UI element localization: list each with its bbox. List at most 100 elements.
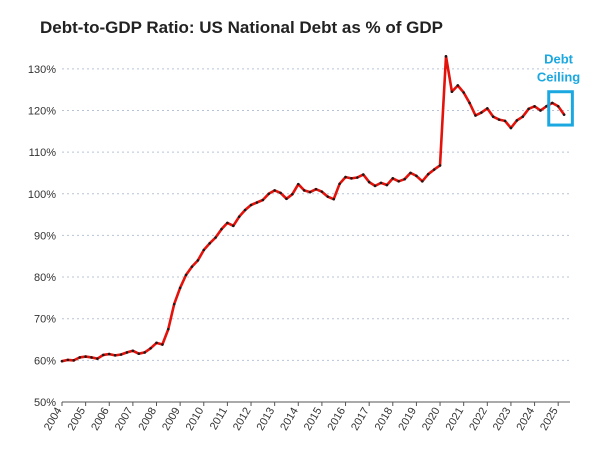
y-tick-label: 80% [34, 272, 56, 284]
data-point [267, 192, 271, 196]
data-point [385, 183, 389, 187]
data-point [350, 177, 353, 180]
data-point [196, 259, 200, 262]
data-point [391, 177, 395, 180]
data-point [373, 184, 377, 188]
y-tick-labels: 50% 60% 70% 80% 90% 100% 110% 120% 130% [28, 64, 56, 409]
chart-title: Debt-to-GDP Ratio: US National Debt as %… [40, 18, 443, 37]
data-point [72, 359, 76, 362]
data-point [90, 356, 93, 359]
data-point [474, 114, 477, 117]
data-point [125, 351, 129, 354]
data-point [308, 190, 312, 194]
debt-ceiling-box [547, 90, 574, 127]
data-point [521, 115, 525, 119]
data-point [279, 191, 282, 195]
data-point [273, 189, 276, 192]
x-tick-label: 2013 [255, 406, 278, 433]
data-point [480, 111, 483, 114]
y-tick-label: 70% [34, 314, 56, 326]
data-point [550, 101, 554, 105]
series-line [60, 54, 566, 363]
data-point [344, 175, 347, 179]
data-point [291, 192, 294, 196]
data-point [356, 176, 359, 179]
x-tick-label: 2014 [278, 406, 301, 433]
data-point [172, 302, 176, 306]
data-point [107, 352, 111, 356]
data-point [102, 353, 105, 357]
x-tick-label: 2016 [325, 406, 348, 433]
data-point [113, 354, 117, 357]
x-tick-label: 2019 [396, 406, 419, 433]
data-point [285, 197, 288, 201]
x-tick-label: 2018 [373, 406, 396, 433]
data-point [509, 126, 513, 130]
x-axis [61, 401, 570, 406]
data-point [208, 242, 211, 245]
y-tick-label: 130% [28, 64, 56, 76]
data-point [326, 195, 330, 198]
x-tick-label: 2022 [467, 406, 490, 433]
data-point [515, 119, 519, 122]
markers [60, 55, 566, 363]
data-point [232, 224, 235, 228]
x-tick-label: 2020 [420, 406, 443, 433]
x-tick-labels: 2004 2005 2006 2007 2008 2009 2010 2011 2012 2013… [42, 406, 561, 433]
data-point [131, 349, 135, 353]
data-point [167, 327, 170, 331]
y-tick-label: 50% [34, 397, 56, 409]
data-point [438, 164, 442, 167]
data-point [96, 357, 99, 360]
data-point [421, 179, 424, 183]
y-tick-label: 100% [28, 189, 56, 201]
data-point [432, 168, 436, 171]
data-point [202, 248, 206, 252]
data-point [220, 227, 223, 231]
data-point [462, 91, 465, 94]
data-point [237, 215, 241, 218]
x-tick-label: 2021 [444, 406, 467, 433]
x-tick-label: 2023 [491, 406, 514, 433]
data-point [415, 174, 418, 178]
y-tick-label: 60% [34, 355, 56, 367]
data-point [539, 109, 542, 112]
grid-lines [62, 68, 570, 361]
data-point [403, 177, 406, 181]
data-point [249, 203, 253, 207]
data-point [184, 273, 188, 277]
data-point [497, 118, 501, 121]
data-point [320, 190, 324, 193]
data-point [226, 221, 229, 225]
data-point [486, 107, 489, 110]
debt-ceiling-label-line1: Debt [544, 52, 574, 67]
x-tick-label: 2006 [89, 406, 112, 433]
debt-ratio-series [60, 54, 566, 363]
y-tick-label: 120% [28, 105, 56, 117]
x-tick-label: 2015 [302, 406, 325, 433]
data-point [119, 353, 123, 356]
data-point [255, 201, 259, 204]
x-tick-label: 2024 [515, 406, 538, 433]
x-tick-label: 2017 [349, 406, 372, 433]
data-point [491, 115, 495, 119]
data-point [450, 90, 454, 94]
data-point [332, 197, 336, 201]
data-point [161, 343, 164, 346]
y-tick-label: 90% [34, 230, 56, 242]
x-tick-label: 2008 [136, 406, 159, 433]
data-point [562, 113, 566, 116]
x-tick-label: 2007 [113, 406, 136, 433]
data-point [444, 55, 448, 58]
x-tick-label: 2025 [538, 406, 561, 433]
data-point [426, 172, 430, 176]
data-point [533, 105, 536, 108]
data-point [527, 107, 530, 111]
data-point [296, 182, 300, 186]
debt-ceiling-annotation: Debt Ceiling [537, 52, 580, 127]
data-point [361, 173, 365, 176]
data-point [78, 356, 82, 359]
data-point [338, 182, 341, 186]
data-point [397, 179, 400, 183]
